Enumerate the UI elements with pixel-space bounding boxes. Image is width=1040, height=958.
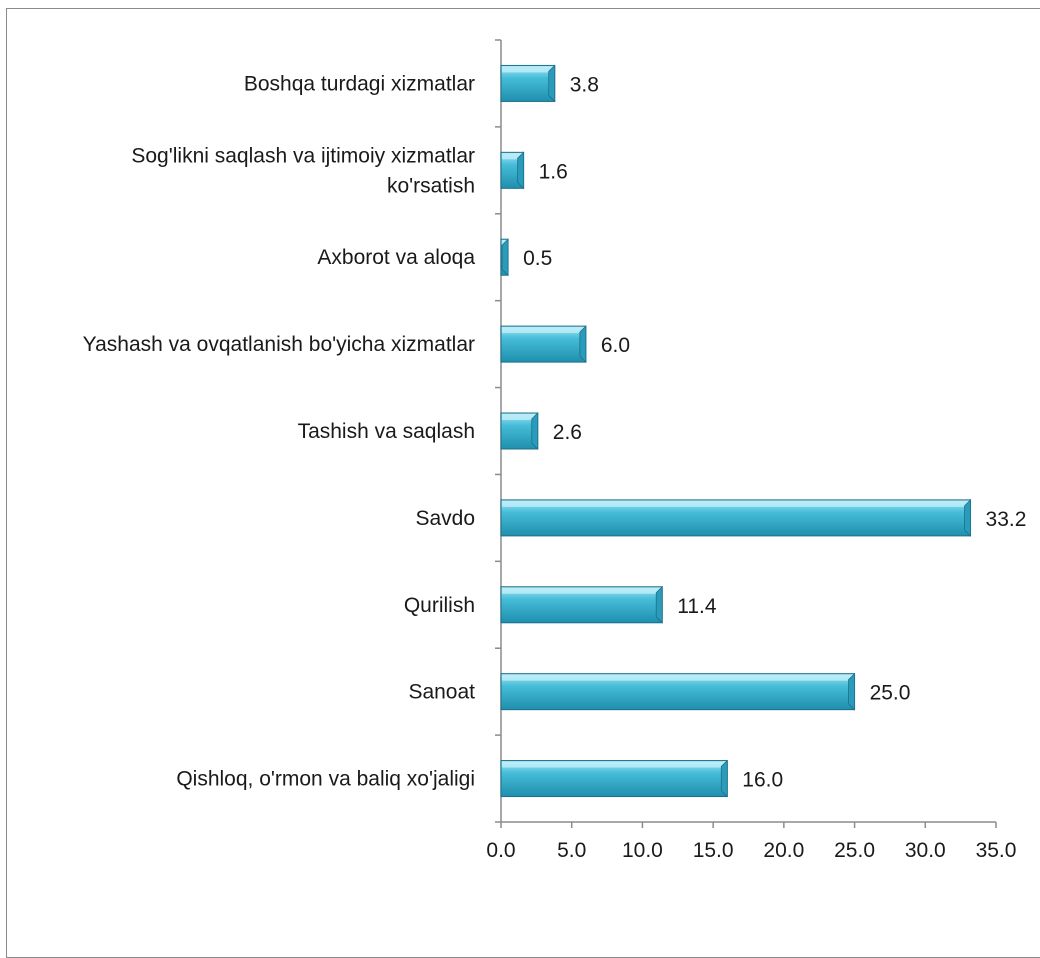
category-label: Qurilish [404, 594, 475, 617]
bar [500, 585, 663, 624]
bar-bevel [502, 327, 585, 334]
value-label: 16.0 [742, 769, 783, 792]
value-label: 33.2 [986, 508, 1027, 531]
bar-bevel [502, 500, 970, 507]
bar-bevel [502, 414, 537, 420]
category-label: Axborot va aloqa [317, 246, 475, 269]
bar-end-cap [517, 151, 525, 190]
category-label: Boshqa turdagi xizmatlar [244, 72, 475, 95]
bar-bevel [502, 674, 854, 681]
bar-end-cap [720, 759, 728, 798]
bar-bevel [502, 587, 662, 594]
x-tick-label: 0.0 [486, 839, 515, 862]
bar [500, 672, 856, 711]
bar-end-cap [848, 672, 855, 711]
x-tick-label: 20.0 [763, 839, 804, 862]
bar [500, 759, 728, 798]
bar [500, 325, 587, 364]
value-label: 3.8 [570, 73, 599, 96]
category-label: Qishloq, o'rmon va baliq xo'jaligi [176, 768, 475, 791]
bar [500, 498, 972, 537]
category-label: Sog'likni saqlash va ijtimoiy xizmatlar k… [131, 144, 475, 197]
value-label: 11.4 [677, 595, 717, 618]
bar-end-cap [964, 498, 971, 537]
value-label: 2.6 [553, 421, 582, 444]
x-tick-label: 35.0 [976, 839, 1017, 862]
category-label: Savdo [415, 507, 475, 530]
bar [500, 238, 509, 277]
value-label: 1.6 [539, 160, 568, 183]
category-label: Yashash va ovqatlanish bo'yicha xizmatla… [83, 333, 475, 356]
bar-end-cap [655, 585, 663, 624]
bar [500, 151, 525, 190]
value-label: 25.0 [870, 682, 911, 705]
bar [500, 64, 556, 103]
bar-end-cap [548, 64, 556, 103]
x-tick-label: 15.0 [693, 839, 734, 862]
x-tick-label: 5.0 [557, 839, 586, 862]
bar-end-cap [501, 238, 509, 277]
bar-bevel [502, 153, 523, 160]
category-label: Sanoat [408, 681, 475, 704]
value-label: 0.5 [523, 247, 552, 270]
x-tick-label: 10.0 [622, 839, 663, 862]
bar-bevel [502, 761, 727, 768]
bar-end-cap [579, 325, 587, 364]
x-tick-label: 25.0 [834, 839, 875, 862]
bar-end-cap [531, 412, 539, 450]
x-tick-label: 30.0 [905, 839, 946, 862]
value-label: 6.0 [601, 334, 630, 357]
bar-bevel [502, 66, 554, 73]
category-label: Tashish va saqlash [298, 420, 475, 443]
bar [500, 412, 539, 450]
